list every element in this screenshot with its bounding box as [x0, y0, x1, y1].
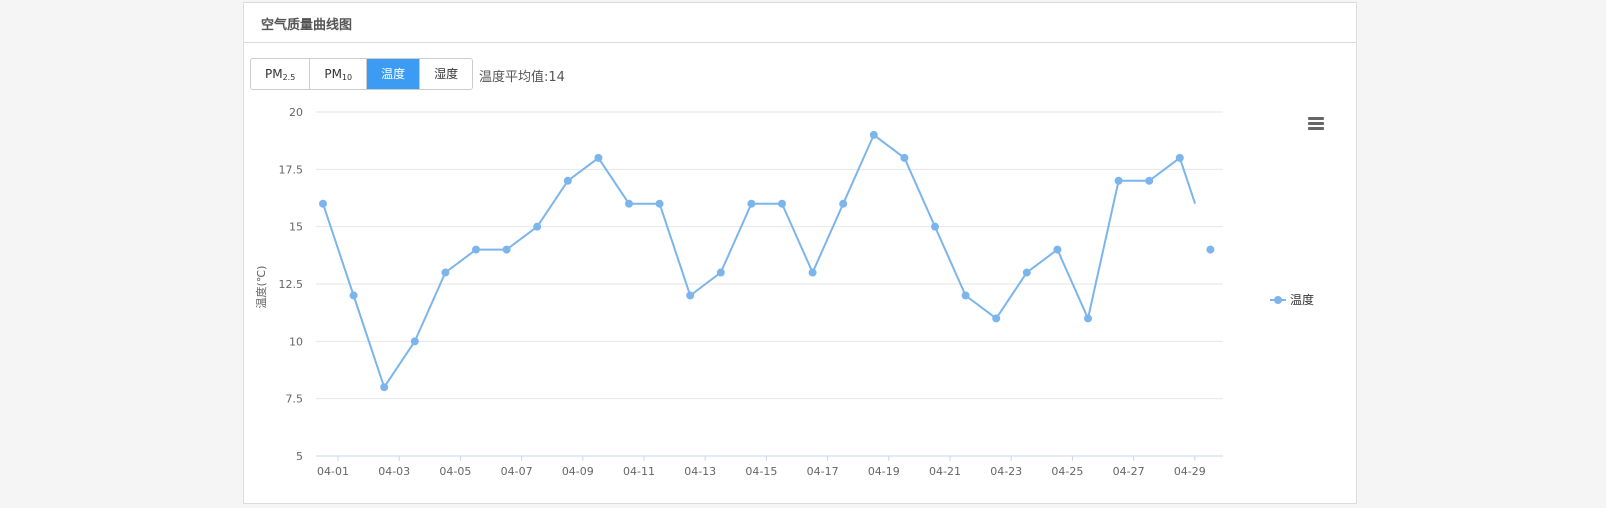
x-tick-label: 04-17: [807, 465, 839, 478]
x-tick-label: 04-07: [501, 465, 533, 478]
tab-pm25-label: PM: [265, 67, 283, 81]
x-tick-label: 04-19: [868, 465, 900, 478]
tab-pm10-sub: 10: [341, 73, 353, 82]
data-point[interactable]: [686, 291, 695, 300]
x-tick-label: 04-27: [1113, 465, 1145, 478]
legend-item-temperature[interactable]: 温度: [1270, 291, 1314, 308]
tab-temperature-label: 温度: [381, 67, 406, 81]
y-tick-label: 20: [289, 106, 303, 119]
hamburger-menu-icon[interactable]: [1308, 117, 1324, 131]
y-tick-label: 10: [289, 335, 303, 348]
data-point[interactable]: [349, 291, 358, 300]
air-quality-panel: 空气质量曲线图 PM2.5 PM10 温度 湿度 温度平均值:14 5 7.5 10…: [243, 2, 1357, 504]
panel-title: 空气质量曲线图: [261, 18, 353, 33]
x-tick-label: 04-25: [1051, 465, 1083, 478]
y-tick-label: 12.5: [279, 278, 304, 291]
data-point[interactable]: [900, 153, 909, 162]
data-point[interactable]: [533, 222, 542, 231]
data-point[interactable]: [716, 268, 725, 277]
data-point[interactable]: [441, 268, 450, 277]
data-point[interactable]: [1084, 314, 1092, 323]
panel-header: 空气质量曲线图: [244, 3, 1356, 43]
metric-tab-group: PM2.5 PM10 温度 湿度: [250, 58, 474, 90]
series-line: [322, 133, 1197, 390]
tab-pm10-label: PM: [324, 67, 342, 81]
temperature-line-chart: 5 7.5 10 12.5 15 17.5 20 04-01 04-03 04-05 04-07 04…: [254, 106, 1223, 478]
data-point[interactable]: [1145, 176, 1154, 185]
tab-humidity-label: 湿度: [434, 67, 459, 81]
data-point[interactable]: [410, 337, 419, 346]
legend-label: 温度: [1290, 293, 1315, 307]
data-point[interactable]: [992, 314, 1001, 323]
data-point[interactable]: [931, 222, 939, 231]
tab-pm10[interactable]: PM10: [310, 59, 368, 89]
tab-pm25-sub: 2.5: [282, 73, 296, 82]
average-value-text: 温度平均值:14: [479, 70, 565, 85]
x-tick-label: 04-29: [1174, 465, 1206, 478]
y-tick-label: 7.5: [286, 393, 304, 406]
data-point[interactable]: [778, 199, 786, 208]
tab-pm25[interactable]: PM2.5: [251, 59, 311, 89]
y-tick-label: 5: [296, 450, 303, 463]
data-point[interactable]: [839, 199, 848, 208]
data-point[interactable]: [625, 199, 633, 208]
data-point[interactable]: [808, 268, 817, 277]
data-point[interactable]: [869, 130, 878, 139]
x-tick-label: 04-03: [378, 465, 410, 478]
legend-line-dot-icon: [1270, 295, 1286, 305]
y-tick-label: 15: [289, 221, 303, 234]
grid-layer: [316, 111, 1223, 457]
x-tick-label: 04-23: [990, 465, 1022, 478]
axis-layer: 5 7.5 10 12.5 15 17.5 20 04-01 04-03 04-05 04-07 04…: [279, 106, 1223, 478]
x-tick-label: 04-15: [745, 465, 777, 478]
data-point[interactable]: [1053, 245, 1062, 254]
data-point[interactable]: [747, 199, 756, 208]
data-point[interactable]: [961, 291, 970, 300]
x-tick-label: 04-05: [439, 465, 471, 478]
data-point[interactable]: [563, 176, 572, 185]
tab-temperature[interactable]: 温度: [367, 59, 421, 89]
y-axis-label: 温度(℃): [254, 266, 268, 309]
data-point[interactable]: [1022, 268, 1031, 277]
data-point[interactable]: [1206, 245, 1215, 254]
tab-humidity[interactable]: 湿度: [420, 59, 473, 89]
data-point[interactable]: [594, 153, 603, 162]
x-tick-label: 04-13: [684, 465, 716, 478]
data-point[interactable]: [1114, 176, 1123, 185]
x-tick-label: 04-09: [562, 465, 594, 478]
x-tick-label: 04-01: [317, 465, 349, 478]
data-point[interactable]: [319, 199, 327, 208]
data-point[interactable]: [472, 245, 480, 254]
data-point[interactable]: [1175, 153, 1184, 162]
data-point[interactable]: [655, 199, 664, 208]
x-tick-label: 04-21: [929, 465, 961, 478]
y-tick-label: 17.5: [279, 163, 304, 176]
data-point[interactable]: [502, 245, 511, 254]
x-tick-label: 04-11: [623, 465, 655, 478]
series-layer: [319, 130, 1215, 392]
data-point[interactable]: [380, 383, 389, 392]
